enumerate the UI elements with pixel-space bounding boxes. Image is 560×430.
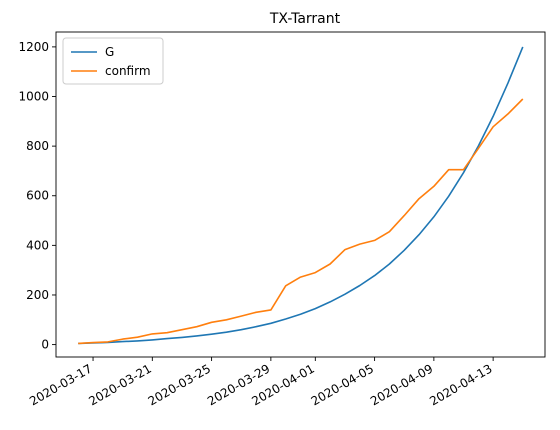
x-tick-label: 2020-04-09	[368, 361, 435, 408]
x-tick-label: 2020-03-17	[27, 361, 94, 408]
y-tick-label: 600	[26, 189, 49, 203]
legend-box	[62, 37, 164, 85]
y-tick-label: 200	[26, 288, 49, 302]
x-tick-label: 2020-04-05	[309, 361, 376, 408]
x-tick-label: 2020-04-13	[427, 361, 494, 408]
y-tick-label: 0	[41, 338, 49, 352]
y-tick-label: 800	[26, 139, 49, 153]
y-tick-label: 1000	[18, 90, 49, 104]
legend-label-G: G	[105, 45, 114, 59]
plot-lines	[78, 46, 524, 345]
y-tick-label: 400	[26, 238, 49, 252]
legend-label-confirm: confirm	[105, 64, 151, 78]
series-line-G	[78, 46, 524, 345]
x-tick-label: 2020-03-21	[86, 361, 153, 408]
axes: 0200400600800100012002020-03-172020-03-2…	[18, 31, 546, 408]
series-line-confirm	[78, 98, 524, 345]
x-tick-label: 2020-03-25	[146, 361, 213, 408]
chart-title: TX-Tarrant	[269, 11, 341, 27]
plot-frame	[55, 31, 546, 358]
y-tick-label: 1200	[18, 40, 49, 54]
